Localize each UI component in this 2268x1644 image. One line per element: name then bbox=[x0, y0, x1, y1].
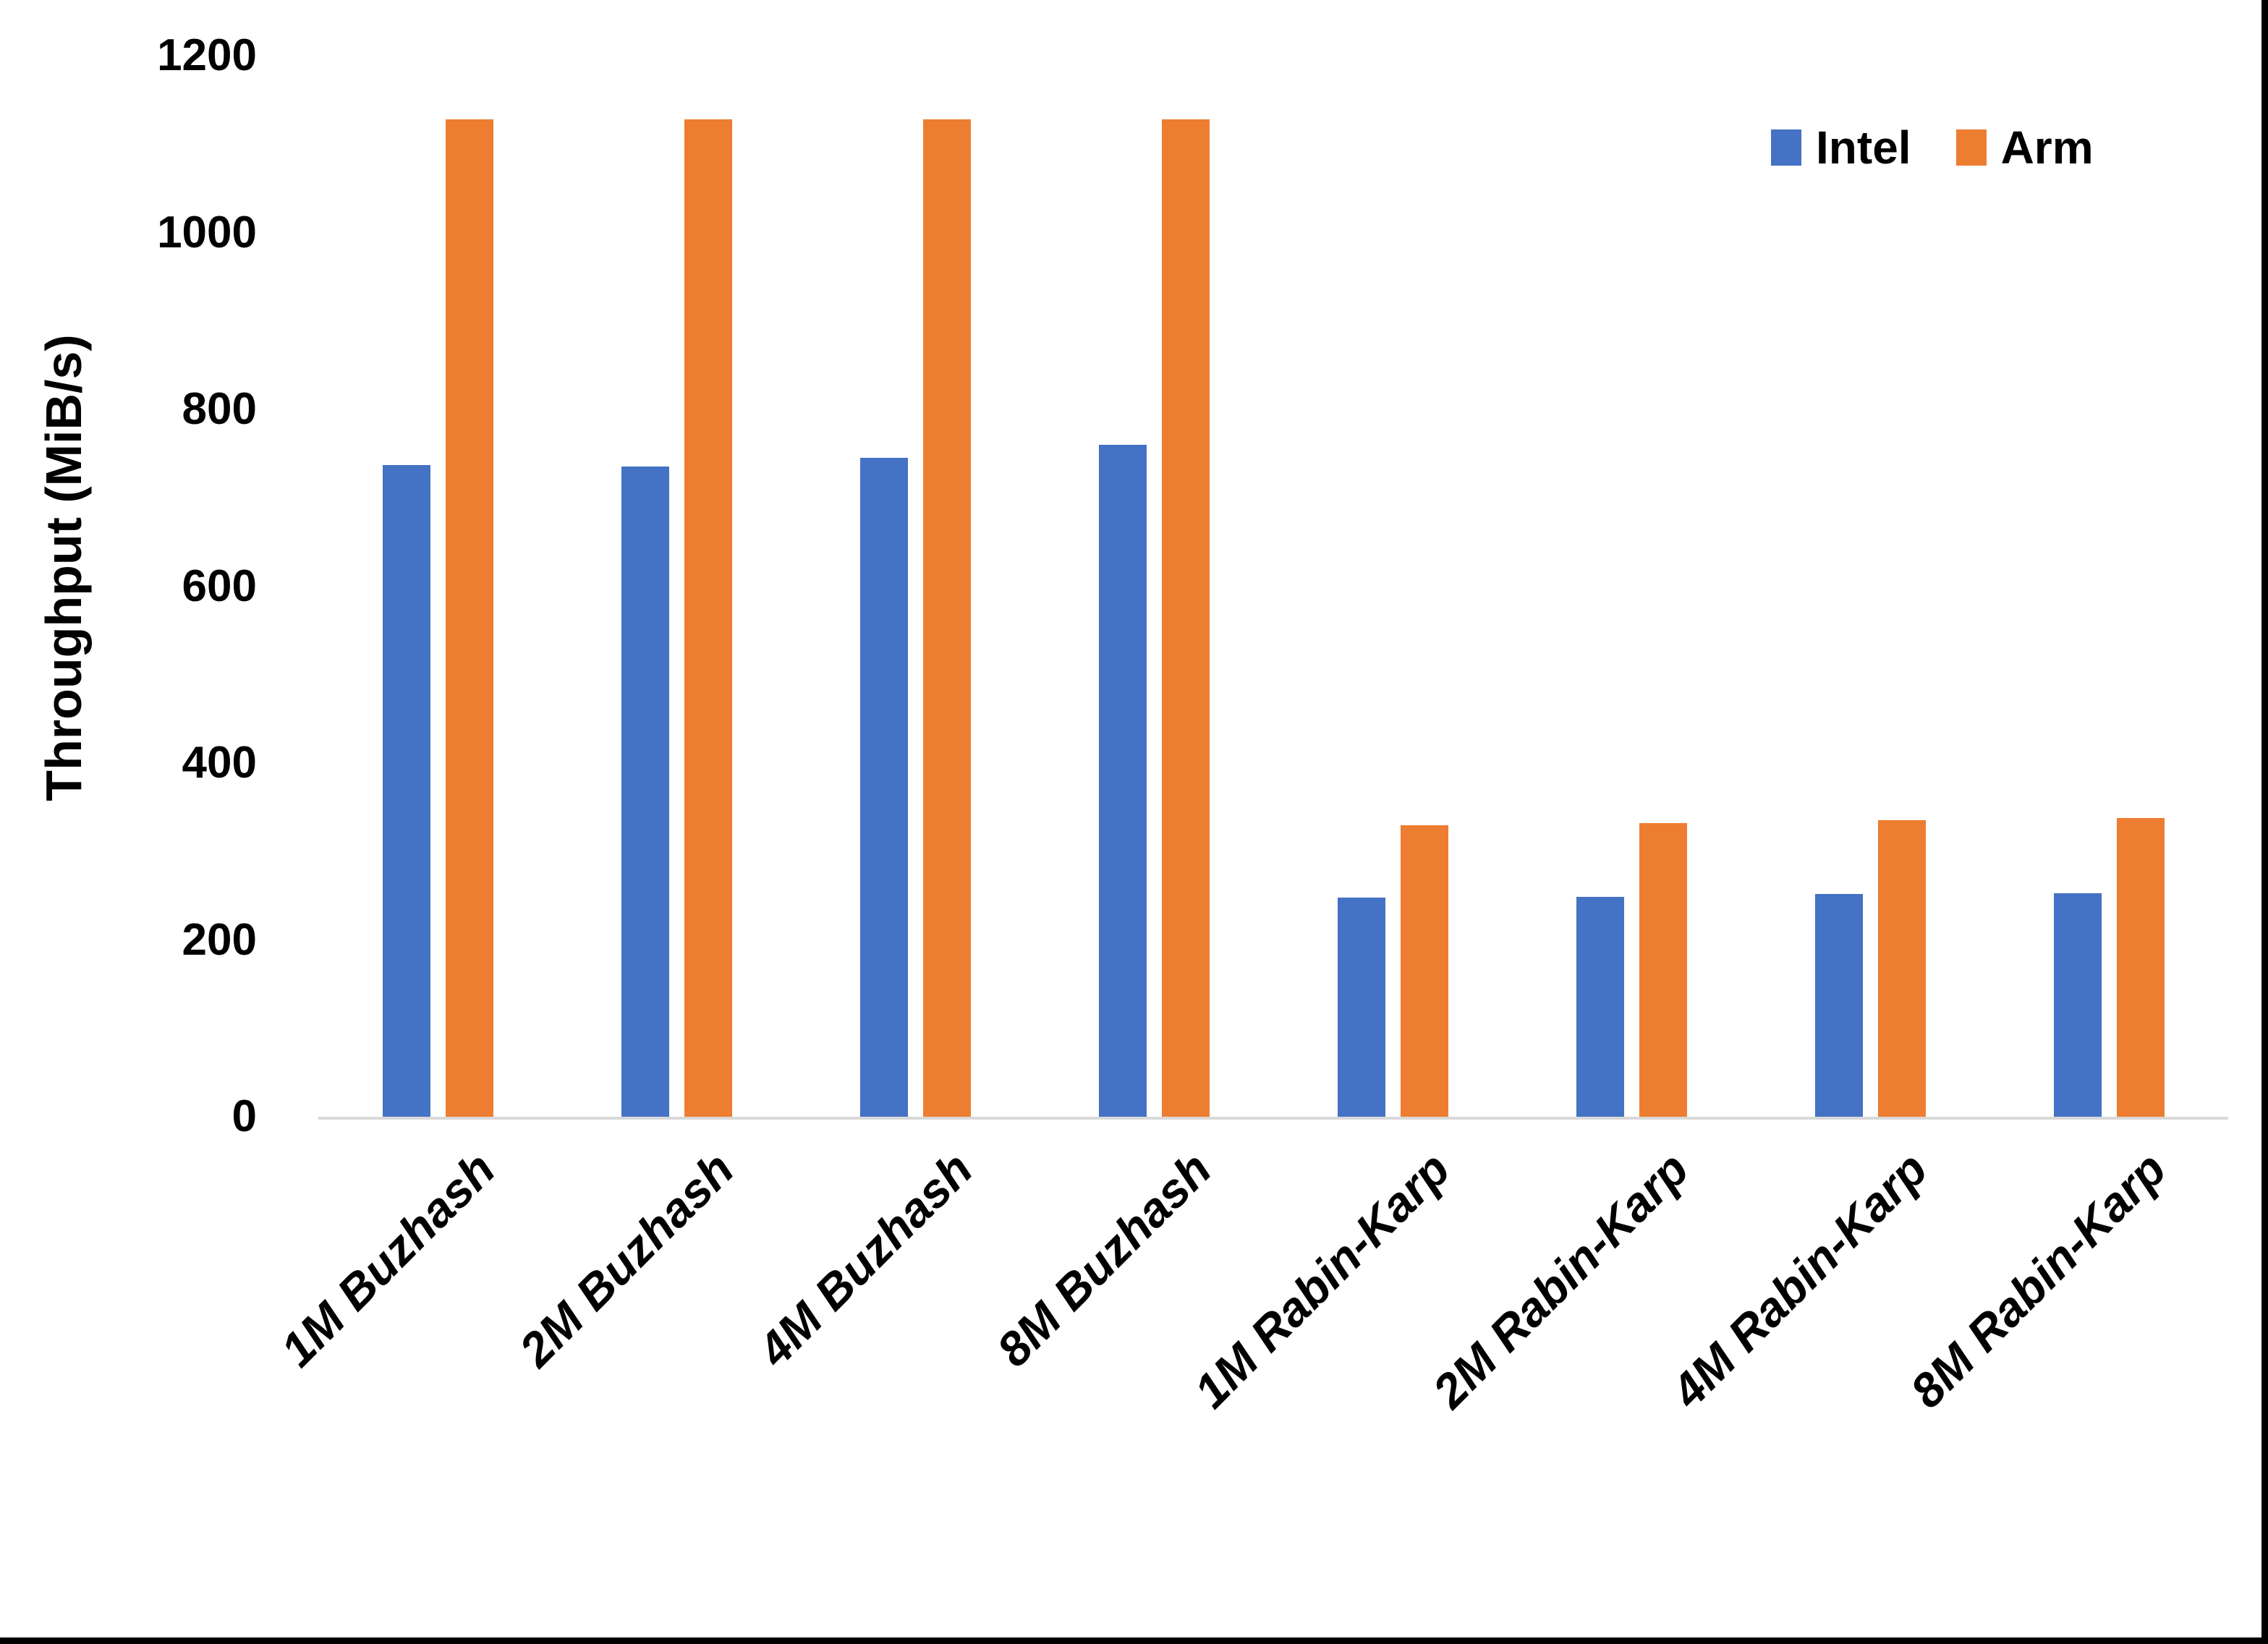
bar-group bbox=[1989, 56, 2228, 1117]
legend-item-arm: Arm bbox=[1955, 122, 2094, 174]
bar-group bbox=[1512, 56, 1751, 1117]
y-tick-label: 600 bbox=[182, 561, 257, 611]
intel-bar bbox=[1098, 444, 1147, 1117]
y-tick-label: 200 bbox=[182, 914, 257, 965]
bar-group bbox=[1035, 56, 1273, 1117]
legend-label-intel: Intel bbox=[1816, 122, 1911, 174]
bar-group bbox=[557, 56, 796, 1117]
intel-bar bbox=[2053, 893, 2102, 1117]
y-tick-label: 800 bbox=[182, 384, 257, 434]
frame-border-bottom bbox=[0, 1637, 2268, 1644]
arm-bar bbox=[1400, 825, 1448, 1117]
intel-bar bbox=[1814, 893, 1863, 1117]
y-tick-label: 0 bbox=[232, 1091, 257, 1141]
frame-border-right bbox=[2261, 0, 2268, 1644]
y-tick-label: 1000 bbox=[157, 207, 257, 257]
y-tick-label: 400 bbox=[182, 738, 257, 788]
plot-area bbox=[318, 56, 2228, 1120]
arm-bar bbox=[1161, 119, 1210, 1117]
bar-group bbox=[1273, 56, 1512, 1117]
intel-bar bbox=[1337, 897, 1385, 1117]
legend-item-intel: Intel bbox=[1771, 124, 1911, 171]
bar-group bbox=[1751, 56, 1989, 1117]
y-tick-label: 1200 bbox=[157, 30, 257, 80]
arm-bar bbox=[1877, 820, 1926, 1117]
intel-bar bbox=[1576, 896, 1624, 1117]
intel-bar bbox=[621, 467, 669, 1117]
legend: Intel Arm bbox=[1771, 124, 2094, 171]
intel-legend-swatch bbox=[1771, 129, 1801, 166]
intel-bar bbox=[382, 465, 430, 1117]
arm-bar bbox=[922, 119, 971, 1117]
arm-bar bbox=[445, 119, 493, 1117]
bar-group bbox=[796, 56, 1035, 1117]
legend-label-arm: Arm bbox=[2000, 122, 2094, 174]
bar-group bbox=[318, 56, 557, 1117]
intel-bar bbox=[859, 458, 908, 1117]
arm-legend-swatch bbox=[1955, 129, 1987, 166]
arm-bar bbox=[684, 119, 732, 1117]
arm-bar bbox=[2116, 817, 2165, 1117]
arm-bar bbox=[1639, 823, 1687, 1117]
